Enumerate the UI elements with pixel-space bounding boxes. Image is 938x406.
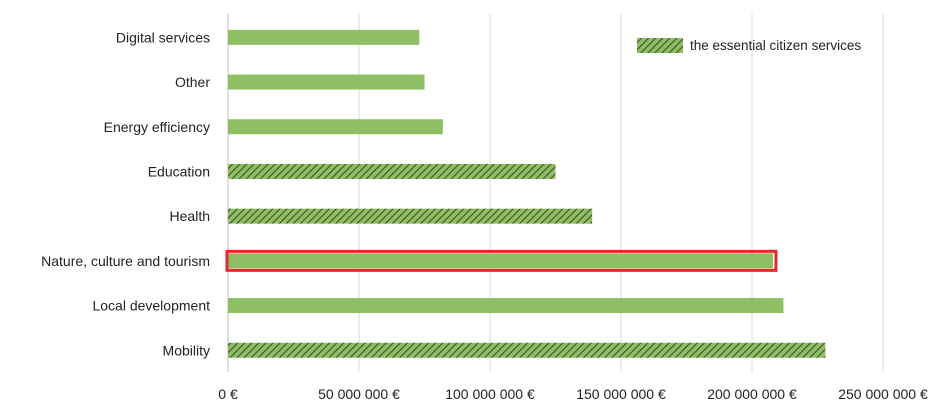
bar-health [228, 208, 593, 224]
x-axis-tick-labels: 0 € 50 000 000 € 100 000 000 € 150 000 000 … [218, 386, 928, 402]
x-tick-label: 50 000 000 € [318, 386, 400, 402]
x-tick-label: 100 000 000 € [445, 386, 535, 402]
bar-education [228, 163, 556, 179]
category-label: Energy efficiency [104, 119, 210, 135]
x-tick-label: 250 000 000 € [838, 386, 928, 402]
bar-nature-culture-and-tourism [228, 253, 773, 269]
category-label: Digital services [116, 29, 210, 45]
category-labels: Digital services Other Energy efficiency Ed… [41, 29, 210, 358]
bar-mobility [228, 342, 826, 358]
category-label: Health [170, 208, 210, 224]
x-tick-label: 150 000 000 € [576, 386, 666, 402]
bar-local-development [228, 298, 784, 314]
category-label: Local development [92, 298, 210, 314]
category-label: Nature, culture and tourism [41, 253, 210, 269]
bars [225, 29, 826, 358]
legend-label-essential: the essential citizen services [690, 38, 861, 53]
category-label: Other [175, 74, 210, 90]
bar-other [228, 74, 425, 90]
x-tick-label: 0 € [218, 386, 238, 402]
bar-digital-services [228, 29, 420, 45]
category-label: Education [148, 163, 210, 179]
highlight-box [225, 249, 778, 272]
bar-energy-efficiency [228, 119, 443, 135]
category-label: Mobility [163, 342, 210, 358]
x-tick-label: 200 000 000 € [707, 386, 797, 402]
gridlines [227, 14, 884, 372]
legend-swatch-essential [637, 38, 683, 53]
legend: the essential citizen services [637, 38, 861, 53]
